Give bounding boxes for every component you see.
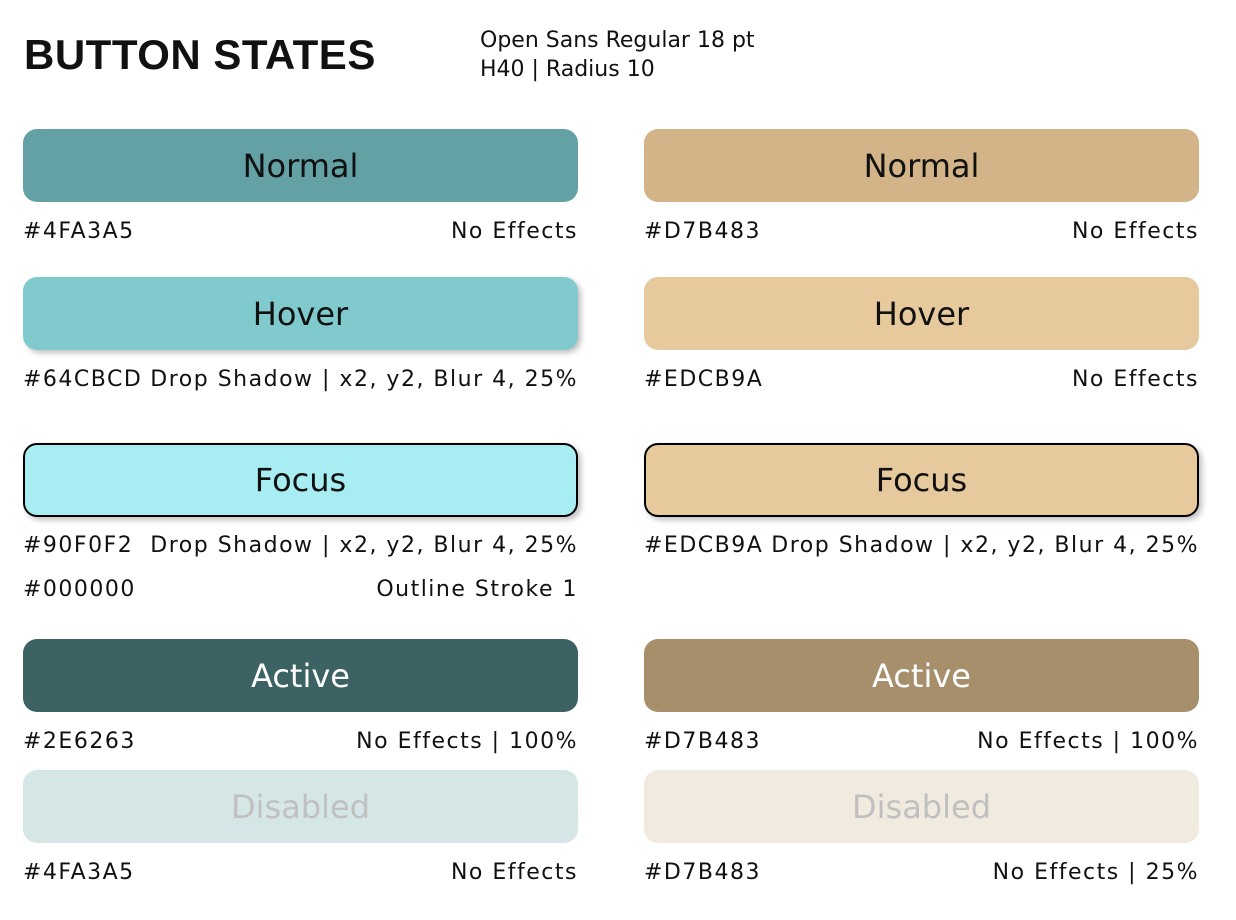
tan-hover-meta: #EDCB9A No Effects [644,366,1199,394]
teal-active-effect: No Effects | 100% [356,729,578,754]
typography-spec: Open Sans Regular 18 pt H40 | Radius 10 [480,26,755,84]
teal-disabled-hex: #4FA3A5 [23,860,135,885]
tan-active-hex: #D7B483 [644,729,761,754]
tan-normal-meta: #D7B483 No Effects [644,218,1199,246]
tan-hover-button[interactable]: Hover [644,277,1199,350]
tan-focus-effect: Drop Shadow | x2, y2, Blur 4, 25% [771,533,1199,558]
tan-hover-effect: No Effects [1071,367,1199,392]
teal-hover-meta: #64CBCD Drop Shadow | x2, y2, Blur 4, 25… [23,366,578,394]
teal-disabled-meta: #4FA3A5 No Effects [23,859,578,887]
tan-normal-hex: #D7B483 [644,219,761,244]
tan-focus-hex: #EDCB9A [644,533,764,558]
teal-focus-outline-meta: #000000 Outline Stroke 1 [23,576,578,604]
teal-hover-button[interactable]: Hover [23,277,578,350]
tan-normal-button[interactable]: Normal [644,129,1199,202]
teal-normal-button[interactable]: Normal [23,129,578,202]
teal-active-button[interactable]: Active [23,639,578,712]
teal-focus-outline-hex: #000000 [23,577,136,602]
teal-active-hex: #2E6263 [23,729,136,754]
tan-focus-meta: #EDCB9A Drop Shadow | x2, y2, Blur 4, 25… [644,532,1199,560]
teal-disabled-effect: No Effects [450,860,578,885]
teal-hover-hex: #64CBCD [23,367,143,392]
tan-focus-button[interactable]: Focus [644,443,1199,517]
tan-active-button[interactable]: Active [644,639,1199,712]
spec-dimensions: H40 | Radius 10 [480,57,655,82]
teal-focus-meta: #90F0F2 Drop Shadow | x2, y2, Blur 4, 25… [23,532,578,560]
teal-normal-meta: #4FA3A5 No Effects [23,218,578,246]
teal-focus-hex: #90F0F2 [23,533,134,558]
tan-normal-effect: No Effects [1071,219,1199,244]
tan-active-effect: No Effects | 100% [977,729,1199,754]
tan-disabled-meta: #D7B483 No Effects | 25% [644,859,1199,887]
tan-disabled-hex: #D7B483 [644,860,761,885]
tan-hover-hex: #EDCB9A [644,367,764,392]
teal-normal-hex: #4FA3A5 [23,219,135,244]
teal-disabled-button: Disabled [23,770,578,843]
teal-focus-button[interactable]: Focus [23,443,578,517]
teal-focus-effect: Drop Shadow | x2, y2, Blur 4, 25% [150,533,578,558]
tan-disabled-effect: No Effects | 25% [992,860,1199,885]
teal-hover-effect: Drop Shadow | x2, y2, Blur 4, 25% [150,367,578,392]
teal-focus-outline-effect: Outline Stroke 1 [376,577,578,602]
tan-disabled-button: Disabled [644,770,1199,843]
page-title: BUTTON STATES [24,31,376,78]
teal-normal-effect: No Effects [450,219,578,244]
teal-active-meta: #2E6263 No Effects | 100% [23,728,578,756]
tan-active-meta: #D7B483 No Effects | 100% [644,728,1199,756]
spec-font: Open Sans Regular 18 pt [480,28,755,53]
